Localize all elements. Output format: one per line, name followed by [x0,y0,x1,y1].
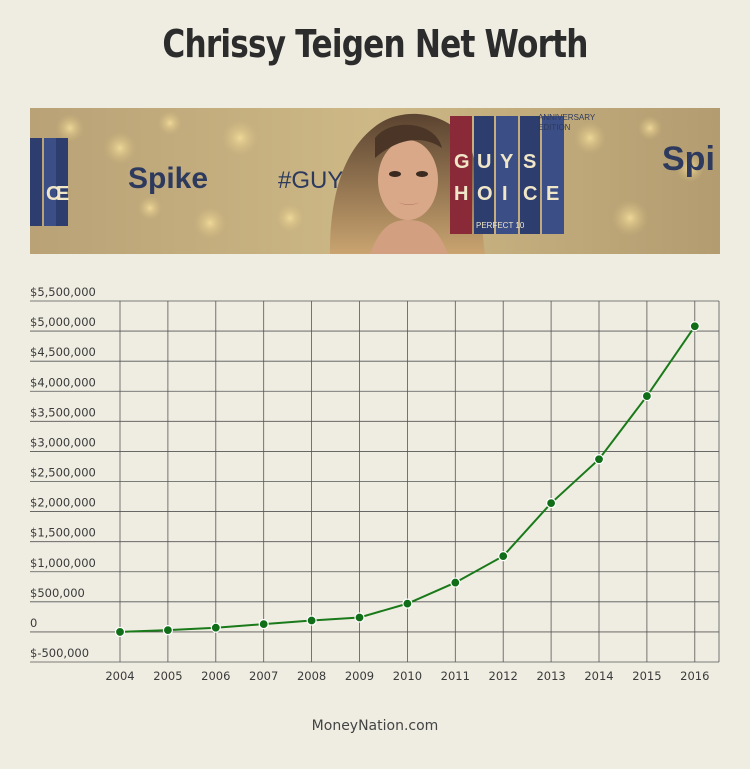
y-tick-label: $2,500,000 [30,466,96,480]
y-tick-label: $-500,000 [30,646,89,660]
y-axis-ticks: $-500,000 0 $500,000 $1,000,000 $1,500,000 $2… [30,285,96,660]
y-tick-label: $1,000,000 [30,556,96,570]
right-award-panel: G U Y S H O I C E ANNIVERSARY EDITION PE… [450,113,596,234]
x-tick-label: 2014 [584,669,613,683]
award-letter: E [546,183,559,205]
x-tick-label: 2005 [153,669,182,683]
award-letter: U [477,151,491,173]
data-point [593,454,605,465]
x-tick-label: 2006 [201,669,230,683]
chart-grid [30,300,720,663]
footer-source: MoneyNation.com [311,718,439,734]
data-point [545,498,557,509]
x-tick-label: 2011 [441,669,470,683]
y-tick-label: $1,500,000 [30,526,96,540]
anniversary-text: ANNIVERSARY [538,113,596,122]
left-panel-letter: C [46,183,60,205]
edition-text: EDITION [538,123,571,132]
chart-title: Chrissy Teigen Net Worth [162,22,588,66]
data-point [162,625,173,636]
person-portrait [330,113,485,254]
x-tick-label: 2015 [632,669,661,683]
y-tick-label: $500,000 [30,586,85,600]
spike-logo-right: Spi [662,140,715,178]
data-point [354,612,365,623]
data-point [498,551,509,562]
data-point [114,626,126,638]
x-tick-label: 2009 [345,669,374,683]
award-letter: I [502,183,508,205]
award-letter: S [523,151,536,173]
bokeh-lights [56,111,704,239]
award-letter: C [523,183,537,205]
perfect-text: PERFECT 10 [476,221,525,230]
y-tick-label: $5,000,000 [30,315,96,329]
data-point [306,615,317,626]
x-tick-label: 2013 [536,669,565,683]
left-panel-letter: E [56,183,69,205]
data-point [258,618,269,630]
x-tick-label: 2016 [680,669,709,683]
spike-logo-left: Spike [128,162,208,195]
data-point [689,321,700,332]
x-axis-ticks: 2004 2005 2006 2007 2008 2009 2010 2011 2012 2013… [105,669,709,683]
line-chart: $-500,000 0 $500,000 $1,000,000 $1,500,000 $2… [30,285,720,683]
y-tick-label: 0 [30,616,37,630]
data-point [450,577,461,588]
award-letter: H [454,183,468,205]
award-letter: O [477,183,493,205]
x-tick-label: 2007 [249,669,278,683]
data-point [402,598,413,609]
data-point [210,622,221,633]
x-tick-label: 2012 [489,669,518,683]
y-tick-label: $3,000,000 [30,435,96,449]
y-tick-label: $3,500,000 [30,405,96,419]
data-point [641,390,653,402]
data-points [114,321,700,638]
award-letter: G [454,151,470,173]
y-tick-label: $4,000,000 [30,375,96,389]
award-letter: Y [500,151,514,173]
y-tick-label: $2,000,000 [30,496,96,510]
left-award-panel: C E [30,138,69,226]
x-tick-label: 2008 [297,669,326,683]
x-tick-label: 2010 [393,669,422,683]
banner-photo: C E Spike #GUYSCH G U Y S H O [30,108,720,254]
y-tick-label: $5,500,000 [30,285,96,299]
y-tick-label: $4,500,000 [30,345,96,359]
x-tick-label: 2004 [105,669,134,683]
banner-illustration: C E Spike #GUYSCH G U Y S H O [30,108,720,254]
